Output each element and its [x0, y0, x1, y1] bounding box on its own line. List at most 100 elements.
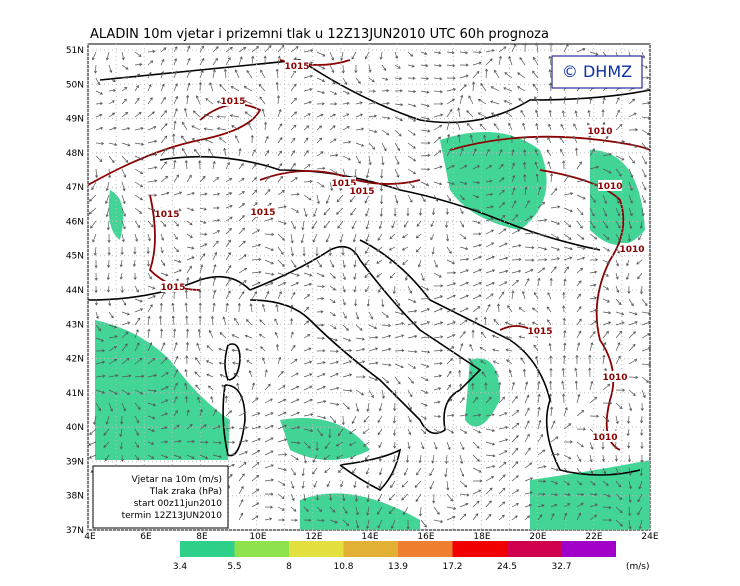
wind-arrow	[378, 220, 383, 230]
wind-arrow	[368, 89, 376, 93]
wind-arrow	[225, 192, 233, 196]
wind-arrow	[121, 98, 127, 105]
wind-arrow	[602, 135, 609, 144]
wind-arrow	[342, 90, 350, 95]
wind-arrow	[277, 518, 286, 522]
wind-arrow	[355, 402, 360, 413]
isobar-label: 1010	[597, 182, 622, 192]
wind-arrow	[391, 220, 396, 229]
wind-arrow	[576, 256, 586, 261]
wind-arrow	[601, 454, 605, 463]
wind-arrow	[493, 123, 500, 131]
wind-arrow	[420, 376, 429, 382]
wind-arrow	[524, 186, 528, 196]
wind-arrow	[534, 96, 539, 105]
wind-arrow	[485, 58, 493, 66]
wind-arrow	[277, 424, 287, 430]
wind-arrow	[628, 168, 634, 178]
wind-arrow	[537, 419, 542, 430]
wind-arrow	[121, 75, 130, 80]
wind-arrow	[535, 42, 539, 53]
wind-arrow	[173, 424, 180, 430]
wind-arrow	[404, 272, 409, 281]
wind-arrow	[251, 243, 262, 248]
wind-arrow	[625, 272, 630, 281]
wind-arrow	[459, 74, 469, 79]
isobar-label-bg	[528, 325, 552, 336]
wind-arrow	[95, 311, 99, 320]
wind-arrow	[238, 485, 244, 495]
wind-arrow	[589, 296, 598, 300]
wind-arrow	[337, 428, 344, 437]
wind-arrow	[483, 316, 487, 326]
wind-arrow	[381, 101, 390, 106]
wind-arrow	[264, 232, 275, 237]
wind-arrow	[459, 413, 468, 417]
wind-arrow	[637, 272, 643, 280]
colorbar-segment	[561, 541, 616, 557]
isobar-label-bg	[588, 125, 612, 136]
wind-arrow	[394, 334, 405, 339]
wind-arrow	[531, 321, 539, 326]
wind-arrow	[576, 512, 582, 521]
wind-arrow	[147, 374, 158, 378]
wind-arrow	[95, 113, 103, 118]
wind-arrow	[615, 285, 620, 294]
wind-arrow	[537, 433, 543, 443]
wind-arrow	[184, 382, 188, 391]
wind-arrow	[248, 370, 253, 378]
wind-arrow	[218, 361, 227, 365]
wind-arrow	[325, 233, 331, 243]
wind-arrow	[108, 298, 112, 307]
wind-arrow	[485, 500, 492, 508]
wind-arrow	[303, 272, 313, 277]
wind-arrow	[277, 480, 286, 486]
wind-arrow	[498, 461, 507, 469]
wind-arrow	[494, 69, 500, 79]
wind-arrow	[407, 441, 411, 450]
wind-arrow	[589, 331, 596, 339]
wind-arrow	[303, 306, 310, 313]
wind-arrow	[485, 303, 491, 313]
wind-arrow	[446, 246, 452, 254]
wind-arrow	[511, 475, 519, 482]
wind-arrow	[485, 165, 493, 170]
lat-label: 45N	[66, 252, 84, 262]
wind-arrow	[472, 281, 482, 287]
wind-arrow	[517, 86, 526, 92]
wind-arrow	[275, 304, 279, 313]
wind-arrow	[381, 116, 391, 120]
wind-arrow	[212, 46, 219, 53]
wind-arrow	[264, 412, 274, 417]
wind-arrow	[277, 281, 287, 287]
wind-arrow	[186, 246, 195, 250]
colorbar-segment	[507, 541, 562, 557]
wind-arrow	[563, 96, 567, 105]
wind-arrow	[173, 83, 178, 92]
wind-arrow	[537, 465, 547, 469]
wind-arrow	[550, 233, 560, 239]
wind-arrow	[511, 461, 519, 469]
wind-arrow	[376, 259, 383, 264]
wind-arrow	[627, 285, 631, 295]
wind-arrow	[518, 335, 526, 339]
wind-arrow	[134, 168, 144, 175]
wind-arrow	[316, 415, 327, 420]
wind-arrow	[173, 439, 182, 443]
wind-arrow	[236, 382, 240, 391]
wind-arrow	[390, 519, 396, 529]
wind-arrow	[365, 168, 370, 179]
wind-arrow	[407, 376, 414, 384]
wind-arrow	[355, 142, 365, 147]
wind-arrow	[494, 370, 500, 378]
wind-arrow	[628, 207, 633, 217]
wind-arrow	[472, 489, 482, 495]
wind-arrow	[407, 334, 418, 339]
wind-arrow	[563, 503, 571, 508]
wind-arrow	[498, 242, 508, 248]
wind-arrow	[277, 233, 285, 241]
wind-arrow	[472, 396, 478, 404]
wind-arrow	[459, 454, 464, 465]
wind-arrow	[198, 302, 202, 313]
wind-arrow	[342, 155, 351, 161]
